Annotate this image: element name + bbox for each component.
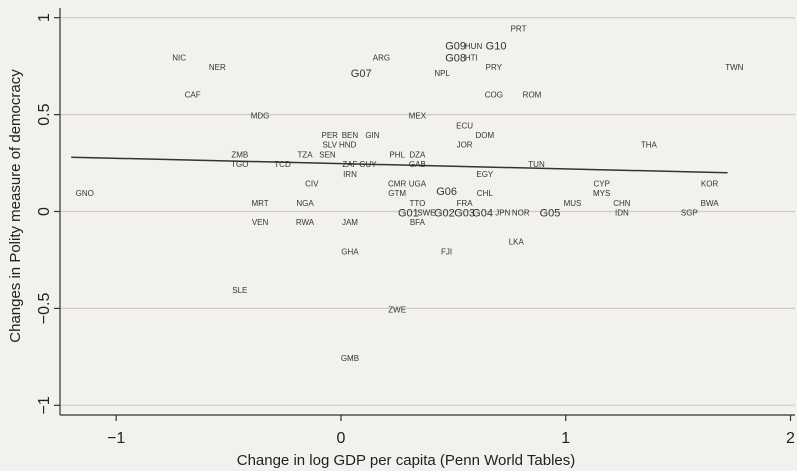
- point-label: MEX: [409, 112, 427, 121]
- y-tick-label: 0: [36, 207, 53, 216]
- point-label: SEN: [319, 150, 336, 159]
- point-label: GNO: [76, 189, 94, 198]
- point-label: BEN: [342, 131, 359, 140]
- grid-layer: [60, 17, 795, 406]
- point-label: JAM: [342, 218, 358, 227]
- point-label: TWN: [725, 63, 743, 72]
- fit-line-layer: [71, 156, 728, 174]
- point-label: TTO: [409, 199, 425, 208]
- point-label: NOR: [512, 209, 530, 218]
- point-label: IRN: [343, 170, 357, 179]
- point-label: GUY: [359, 160, 377, 169]
- point-label: FRA: [457, 199, 474, 208]
- point-label: COG: [485, 90, 503, 99]
- x-axis-title: Change in log GDP per capita (Penn World…: [237, 452, 576, 469]
- point-label: G07: [351, 68, 372, 80]
- point-label: G02: [434, 207, 455, 219]
- point-label: HND: [339, 141, 357, 150]
- y-tick-label: −1: [36, 396, 53, 414]
- point-label: UGA: [409, 179, 427, 188]
- point-label: RWA: [296, 218, 315, 227]
- x-tick-label: −1: [107, 430, 125, 447]
- point-label: LKA: [509, 238, 525, 247]
- x-tick-label: 0: [337, 430, 346, 447]
- point-label: GHA: [341, 247, 359, 256]
- point-label: ZWE: [388, 305, 406, 314]
- point-label: CYP: [593, 179, 609, 188]
- point-label: G06: [436, 186, 457, 198]
- point-label: CIV: [305, 179, 319, 188]
- point-label: CHL: [477, 189, 494, 198]
- point-label: JOR: [457, 141, 473, 150]
- point-label: G04: [472, 207, 493, 219]
- point-label: SWE: [417, 209, 435, 218]
- point-label: ECU: [456, 121, 473, 130]
- point-label: G03: [454, 207, 475, 219]
- y-tick-label: 1: [36, 13, 53, 22]
- point-label: PRT: [511, 24, 527, 33]
- y-tick-label: 0.5: [36, 103, 53, 125]
- point-label: GTM: [388, 189, 406, 198]
- point-label: G01: [398, 207, 419, 219]
- point-label: MUS: [564, 199, 582, 208]
- point-label: JPN: [495, 209, 510, 218]
- point-label: EGY: [476, 170, 494, 179]
- point-label: PHL: [389, 150, 405, 159]
- point-label: CMR: [388, 179, 406, 188]
- point-label: GIN: [365, 131, 379, 140]
- point-label: PRY: [486, 63, 503, 72]
- point-label: G09: [445, 41, 466, 53]
- point-label: BFA: [410, 218, 426, 227]
- point-label: TZA: [297, 150, 313, 159]
- point-label: ROM: [523, 90, 542, 99]
- point-label: NGA: [296, 199, 314, 208]
- point-label: NPL: [434, 69, 450, 78]
- point-label: G08: [445, 52, 466, 64]
- point-label: BWA: [701, 199, 720, 208]
- point-label: FJI: [441, 247, 452, 256]
- point-label: IDN: [615, 209, 629, 218]
- point-label: G05: [540, 207, 561, 219]
- y-tick-label: −0.5: [36, 293, 53, 325]
- point-label: CAF: [185, 90, 201, 99]
- point-label: TCD: [274, 160, 291, 169]
- point-label: MYS: [593, 189, 610, 198]
- point-label: TUN: [528, 160, 545, 169]
- point-label: HUN: [465, 42, 483, 51]
- point-label: GMB: [341, 354, 359, 363]
- point-label: TGO: [231, 160, 248, 169]
- point-label: SGP: [681, 209, 698, 218]
- x-tick-label: 1: [561, 430, 570, 447]
- point-label: NIC: [172, 53, 186, 62]
- y-axis-title: Changes in Polity measure of democracy: [7, 69, 24, 343]
- point-label: KOR: [701, 179, 719, 188]
- point-label: HTI: [465, 53, 478, 62]
- point-label: DZA: [409, 150, 426, 159]
- point-label: SLE: [232, 286, 247, 295]
- x-tick-label: 2: [786, 430, 795, 447]
- point-label: ARG: [373, 53, 390, 62]
- point-label: MRT: [251, 199, 268, 208]
- point-label: G10: [486, 41, 507, 53]
- point-label: PER: [321, 131, 338, 140]
- point-label: ZAF: [342, 160, 357, 169]
- point-label: DOM: [475, 131, 494, 140]
- point-label: VEN: [252, 218, 269, 227]
- point-label: CHN: [613, 199, 631, 208]
- point-label: MDG: [251, 112, 270, 121]
- point-label: GAB: [409, 160, 426, 169]
- point-label: SLV: [322, 141, 337, 150]
- fit-line: [71, 156, 728, 174]
- axes-layer: −1 −0.5 0 0.5 1 −1 0 1 2: [36, 8, 795, 447]
- point-label: ZMB: [231, 150, 248, 159]
- point-label: THA: [641, 141, 658, 150]
- point-label: NER: [209, 63, 226, 72]
